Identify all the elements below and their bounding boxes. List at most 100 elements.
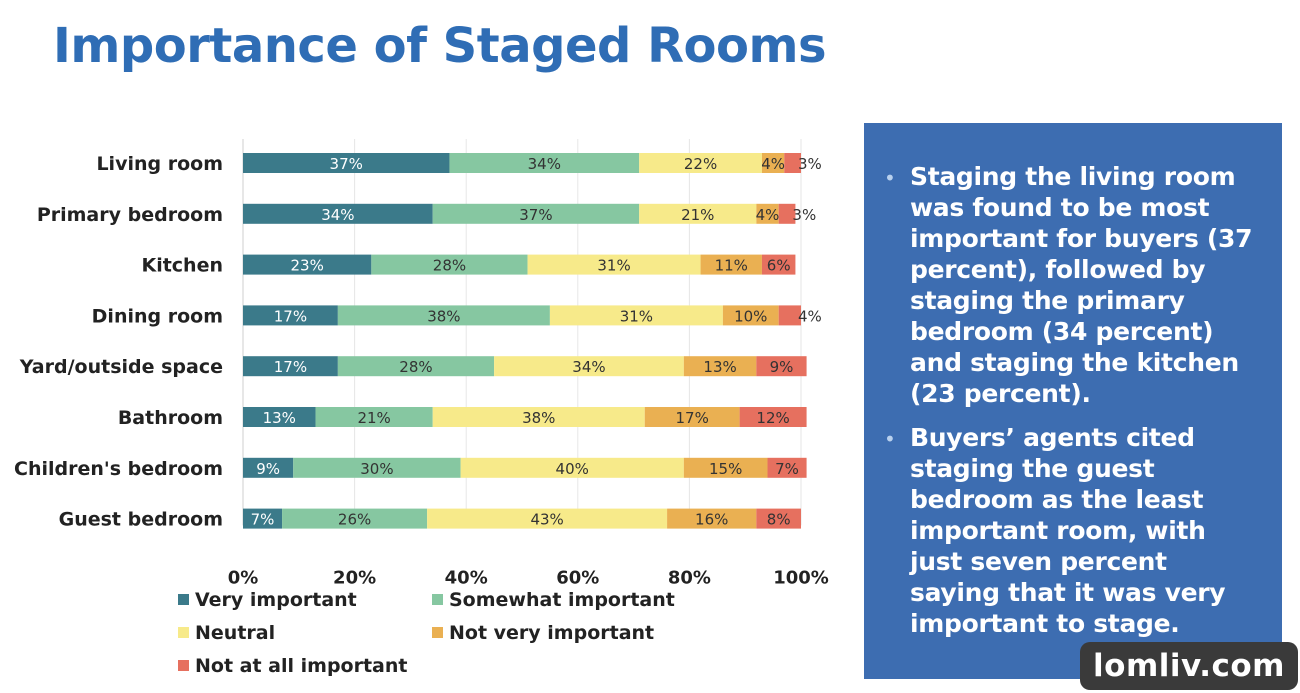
bar-segment bbox=[243, 407, 316, 427]
bar-segment bbox=[243, 457, 294, 478]
data-label: 11% bbox=[715, 257, 748, 275]
data-label: 28% bbox=[399, 358, 432, 376]
category-label: Living room bbox=[96, 153, 223, 175]
bar-segment bbox=[549, 305, 723, 326]
data-label: 34% bbox=[321, 206, 354, 224]
bar-segment bbox=[243, 305, 338, 326]
bar-segment bbox=[315, 407, 433, 427]
x-tick-label: 80% bbox=[668, 567, 711, 588]
category-label: Primary bedroom bbox=[37, 204, 223, 226]
data-label: 9% bbox=[770, 358, 794, 376]
data-label: 3% bbox=[792, 206, 816, 224]
data-label: 10% bbox=[734, 307, 767, 325]
legend-swatch bbox=[432, 627, 443, 638]
category-label: Dining room bbox=[92, 305, 223, 327]
bullet-dot-icon: • bbox=[884, 166, 896, 190]
data-label: 28% bbox=[433, 257, 466, 275]
bar-segment bbox=[667, 508, 757, 529]
bar-segment bbox=[243, 254, 372, 275]
bar-segment bbox=[527, 254, 701, 275]
data-label: 31% bbox=[597, 257, 630, 275]
data-label: 40% bbox=[556, 460, 589, 478]
category-label: Kitchen bbox=[141, 255, 223, 277]
bar-segment bbox=[778, 203, 796, 224]
data-label: 38% bbox=[522, 409, 555, 427]
legend-swatch bbox=[178, 627, 189, 638]
legend-label: Not very important bbox=[449, 622, 654, 644]
data-label: 31% bbox=[620, 307, 653, 325]
bar-segment bbox=[371, 254, 528, 275]
data-label: 43% bbox=[530, 511, 563, 529]
data-label: 34% bbox=[528, 155, 561, 173]
legend-label: Very important bbox=[195, 589, 357, 611]
data-label: 9% bbox=[256, 460, 280, 478]
bar-segment bbox=[432, 203, 640, 224]
bar-segment bbox=[756, 356, 807, 377]
data-label: 4% bbox=[798, 307, 822, 325]
data-label: 8% bbox=[767, 511, 791, 529]
bar-segment bbox=[293, 457, 461, 478]
data-label: 17% bbox=[676, 409, 709, 427]
bar-segment bbox=[243, 153, 450, 173]
bar-segment bbox=[722, 305, 779, 326]
legend-swatch bbox=[432, 594, 443, 605]
data-label: 13% bbox=[263, 409, 296, 427]
data-label: 17% bbox=[274, 358, 307, 376]
data-label: 15% bbox=[709, 460, 742, 478]
bar-segment bbox=[639, 203, 757, 224]
bar-segment bbox=[243, 203, 433, 224]
watermark: lomliv.com bbox=[1080, 642, 1298, 690]
bar-segment bbox=[767, 457, 807, 478]
bar-segment bbox=[761, 153, 785, 173]
bar-segment bbox=[756, 508, 801, 529]
bar-segment bbox=[784, 153, 801, 173]
x-tick-label: 100% bbox=[773, 567, 829, 588]
data-label: 23% bbox=[290, 257, 323, 275]
bar-segment bbox=[282, 508, 428, 529]
data-label: 4% bbox=[756, 206, 780, 224]
bar-segment bbox=[739, 407, 807, 427]
bar-segment bbox=[427, 508, 668, 529]
legend-swatch bbox=[178, 660, 189, 671]
data-label: 26% bbox=[338, 511, 371, 529]
bar-segment bbox=[243, 356, 338, 377]
bar-segment bbox=[449, 153, 640, 173]
summary-bullet: • Buyers’ agents cited staging the guest… bbox=[884, 422, 1262, 639]
page-title: Importance of Staged Rooms bbox=[53, 18, 827, 74]
bar-segment bbox=[460, 457, 684, 478]
summary-bullet: • Staging the living room was found to b… bbox=[884, 161, 1262, 409]
bar-segment bbox=[644, 407, 740, 427]
stacked-bar-chart: 0% 20% 40% 60% 80% 100% Living room 37% 34% 22% 4%… bbox=[14, 139, 829, 677]
data-label: 21% bbox=[357, 409, 390, 427]
data-label: 16% bbox=[695, 511, 728, 529]
data-label: 7% bbox=[775, 460, 799, 478]
data-label: 30% bbox=[360, 460, 393, 478]
x-tick-label: 40% bbox=[445, 567, 488, 588]
bar-segment bbox=[700, 254, 762, 275]
bar-segment bbox=[683, 457, 768, 478]
data-label: 4% bbox=[761, 155, 785, 173]
data-label: 22% bbox=[684, 155, 717, 173]
x-tick-label: 60% bbox=[556, 567, 599, 588]
bar-segment bbox=[337, 305, 550, 326]
category-label: Children's bedroom bbox=[14, 458, 223, 480]
bar-segment bbox=[761, 254, 796, 275]
bar-segment bbox=[756, 203, 779, 224]
summary-bullet-text: Staging the living room was found to be … bbox=[910, 162, 1253, 408]
x-tick-label: 20% bbox=[333, 567, 376, 588]
bar-segment bbox=[432, 407, 645, 427]
data-label: 37% bbox=[519, 206, 552, 224]
summary-bullet-text: Buyers’ agents cited staging the guest b… bbox=[910, 423, 1226, 638]
x-tick-label: 0% bbox=[228, 567, 259, 588]
bullet-dot-icon: • bbox=[884, 427, 896, 451]
data-label: 13% bbox=[703, 358, 736, 376]
category-label: Bathroom bbox=[118, 407, 223, 429]
bar-segment bbox=[639, 153, 762, 173]
bar-segment bbox=[243, 508, 283, 529]
data-label: 38% bbox=[427, 307, 460, 325]
data-label: 34% bbox=[572, 358, 605, 376]
data-label: 7% bbox=[251, 511, 275, 529]
data-label: 6% bbox=[767, 257, 791, 275]
data-label: 17% bbox=[274, 307, 307, 325]
data-label: 21% bbox=[681, 206, 714, 224]
